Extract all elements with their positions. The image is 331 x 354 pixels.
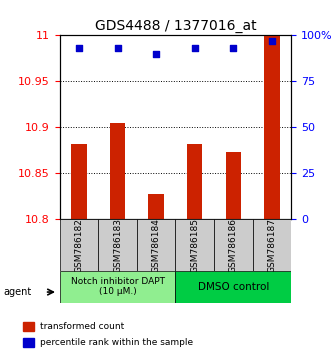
Text: GSM786186: GSM786186: [229, 218, 238, 273]
Bar: [226, 152, 241, 219]
Bar: [148, 194, 164, 219]
FancyBboxPatch shape: [253, 219, 291, 271]
Bar: [264, 35, 280, 219]
Point: [115, 45, 120, 51]
FancyBboxPatch shape: [98, 219, 137, 271]
Point: [154, 51, 159, 57]
Text: GSM786184: GSM786184: [152, 218, 161, 273]
Text: GSM786185: GSM786185: [190, 218, 199, 273]
Text: GSM786187: GSM786187: [267, 218, 276, 273]
Text: Notch inhibitor DAPT
(10 μM.): Notch inhibitor DAPT (10 μM.): [71, 277, 165, 296]
Text: transformed count: transformed count: [40, 322, 125, 331]
Point: [231, 45, 236, 51]
FancyBboxPatch shape: [60, 271, 175, 303]
Text: GSM786182: GSM786182: [74, 218, 83, 273]
Bar: [23, 322, 34, 331]
FancyBboxPatch shape: [175, 219, 214, 271]
Point: [269, 38, 275, 44]
Bar: [187, 144, 203, 219]
Text: GSM786183: GSM786183: [113, 218, 122, 273]
Point: [192, 45, 197, 51]
FancyBboxPatch shape: [214, 219, 253, 271]
Text: percentile rank within the sample: percentile rank within the sample: [40, 338, 194, 347]
FancyBboxPatch shape: [137, 219, 175, 271]
FancyBboxPatch shape: [60, 219, 98, 271]
Text: DMSO control: DMSO control: [198, 282, 269, 292]
Bar: [110, 123, 125, 219]
Bar: [23, 338, 34, 347]
Text: agent: agent: [3, 287, 31, 297]
Bar: [71, 144, 87, 219]
FancyBboxPatch shape: [175, 271, 291, 303]
Point: [76, 45, 81, 51]
Title: GDS4488 / 1377016_at: GDS4488 / 1377016_at: [95, 19, 256, 33]
